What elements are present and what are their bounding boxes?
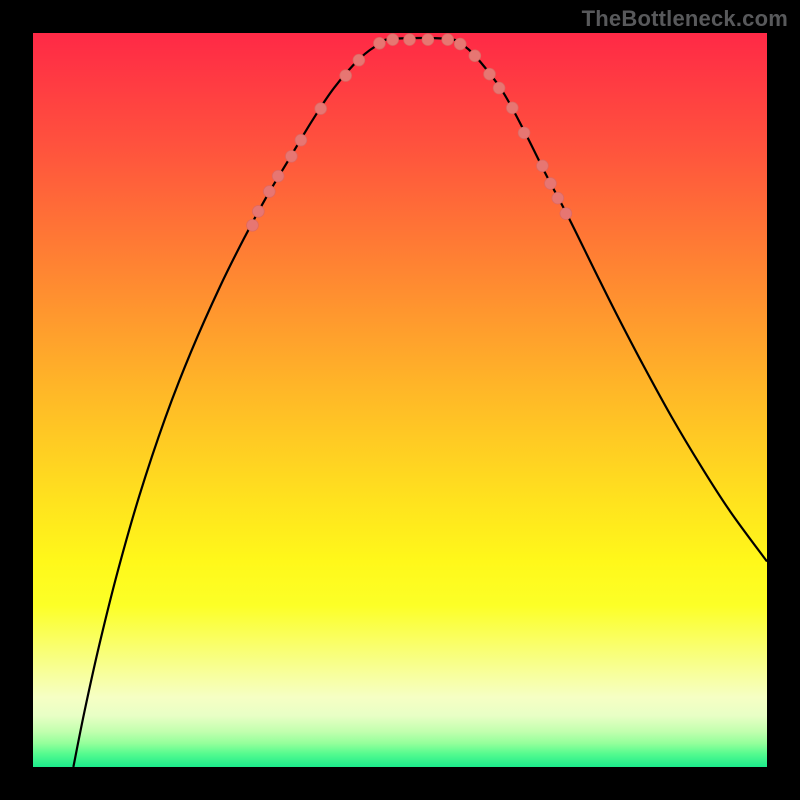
data-marker xyxy=(469,50,481,62)
data-marker xyxy=(252,205,264,217)
chart-frame: TheBottleneck.com xyxy=(0,0,800,800)
data-marker xyxy=(560,208,572,220)
data-marker xyxy=(518,127,530,139)
data-marker xyxy=(545,178,557,190)
bottleneck-curve xyxy=(73,38,767,767)
chart-svg xyxy=(33,33,767,767)
data-marker xyxy=(315,103,327,115)
data-marker xyxy=(374,37,386,49)
data-marker xyxy=(422,34,434,46)
data-marker xyxy=(552,192,564,204)
data-marker xyxy=(247,219,259,231)
data-marker xyxy=(537,160,549,172)
watermark-text: TheBottleneck.com xyxy=(582,6,788,32)
data-marker xyxy=(506,102,518,114)
plot-area xyxy=(33,33,767,767)
data-marker xyxy=(340,70,352,82)
data-marker xyxy=(442,34,454,46)
data-marker xyxy=(272,170,284,182)
data-marker xyxy=(493,82,505,94)
data-marker xyxy=(404,34,416,46)
data-marker xyxy=(387,34,399,46)
data-marker xyxy=(295,134,307,146)
data-marker xyxy=(484,68,496,80)
data-marker xyxy=(454,38,466,50)
data-marker xyxy=(353,54,365,66)
data-marker xyxy=(263,186,275,198)
data-marker xyxy=(285,150,297,162)
data-markers xyxy=(247,34,572,231)
